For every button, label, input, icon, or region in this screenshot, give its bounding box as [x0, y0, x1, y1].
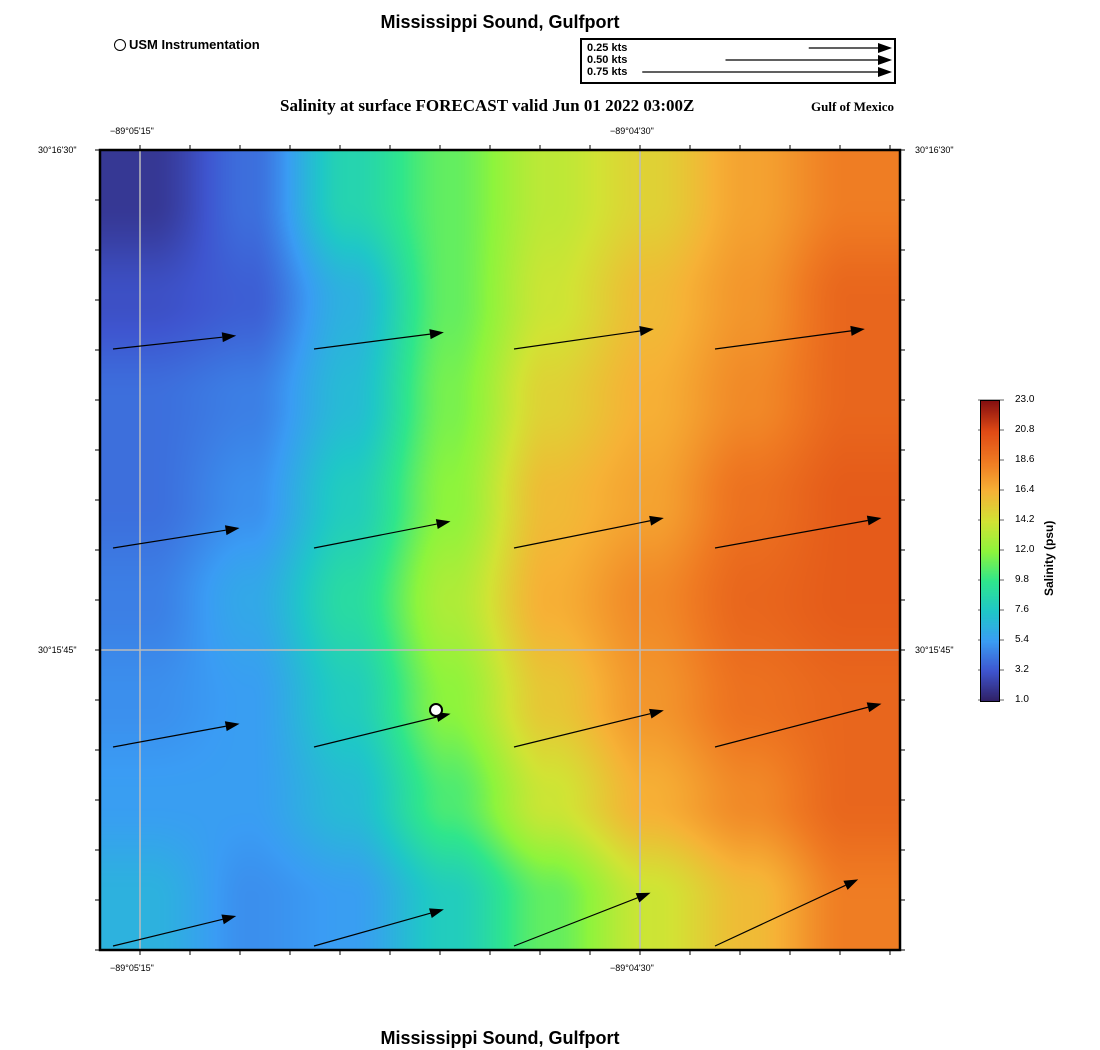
- y-tick-label: 30°16'30": [38, 145, 77, 155]
- colorbar-tick-label: 1.0: [1015, 694, 1029, 705]
- current-vector-arrow: [513, 713, 651, 748]
- colorbar-tick-label: 7.6: [1015, 604, 1029, 615]
- salinity-field: [100, 150, 900, 950]
- colorbar-tick-label: 12.0: [1015, 544, 1035, 555]
- current-vector-arrow: [714, 519, 868, 549]
- vector-legend-label: 0.25 kts: [587, 42, 628, 54]
- current-vector-arrow: [866, 702, 882, 713]
- vector-legend: 0.25 kts 0.50 kts 0.75 kts: [580, 38, 896, 84]
- colorbar-title: Salinity (psu): [1042, 520, 1056, 596]
- station-legend-label: USM Instrumentation: [129, 37, 260, 52]
- current-vector-arrow: [714, 706, 869, 748]
- current-vector-arrow: [714, 330, 852, 350]
- colorbar: [980, 400, 1000, 702]
- map-frame: [98, 148, 902, 952]
- current-vector-arrow: [224, 525, 240, 536]
- vector-legend-label: 0.50 kts: [587, 54, 628, 66]
- x-tick-label: −89°05'15": [110, 963, 154, 973]
- current-vector-arrow: [313, 333, 431, 350]
- vector-legend-arrows: [642, 43, 892, 77]
- colorbar-tick-label: 14.2: [1015, 514, 1035, 525]
- colorbar-tick-label: 23.0: [1015, 394, 1035, 405]
- current-vector-arrow: [112, 725, 226, 748]
- current-vector-arrow: [224, 721, 240, 732]
- x-tick-label: −89°05'15": [110, 126, 154, 136]
- colorbar-tick-label: 9.8: [1015, 574, 1029, 585]
- current-vector-arrow: [850, 325, 865, 336]
- current-vector-arrow: [313, 912, 431, 947]
- current-vector-arrow: [112, 918, 223, 947]
- vector-legend-label: 0.75 kts: [587, 66, 628, 78]
- current-vector-arrow: [429, 329, 444, 340]
- legend-arrow: [878, 43, 892, 53]
- current-vector-arrow: [635, 892, 651, 903]
- current-vector-arrow: [513, 897, 638, 947]
- current-vector-arrow: [649, 708, 664, 719]
- colorbar-tick-label: 16.4: [1015, 484, 1035, 495]
- colorbar-tick-label: 20.8: [1015, 424, 1035, 435]
- region-label: Gulf of Mexico: [811, 99, 895, 114]
- current-vector-arrow: [513, 520, 651, 549]
- current-vector-arrow: [313, 523, 437, 549]
- y-tick-label: 30°15'45": [38, 645, 77, 655]
- forecast-subtitle: Salinity at surface FORECAST valid Jun 0…: [280, 96, 695, 115]
- current-vector-arrow: [866, 515, 882, 526]
- x-tick-label: −89°04'30": [610, 126, 654, 136]
- colorbar-tick-label: 5.4: [1015, 634, 1029, 645]
- legend-arrow: [878, 55, 892, 65]
- current-vector-arrow: [639, 326, 654, 336]
- map-title: Mississippi Sound, Gulfport: [380, 12, 620, 32]
- station-marker: [429, 703, 443, 717]
- colorbar-tick-label: 3.2: [1015, 664, 1029, 675]
- station-legend: USM Instrumentation: [114, 37, 260, 52]
- legend-arrow: [878, 67, 892, 77]
- current-vector-arrow: [714, 884, 846, 947]
- current-vector-arrow: [112, 529, 226, 549]
- current-vector-arrow: [435, 519, 451, 529]
- current-vector-arrow: [843, 879, 859, 890]
- y-tick-label: 30°16'30": [915, 145, 954, 155]
- station-circle-icon: [114, 38, 126, 51]
- current-vector-arrow: [221, 332, 237, 343]
- current-vector-arrow: [649, 515, 664, 526]
- y-tick-label: 30°15'45": [915, 645, 954, 655]
- current-vector-arrow: [313, 716, 438, 748]
- current-vector-arrow: [112, 336, 223, 350]
- colorbar-tick-label: 18.6: [1015, 454, 1035, 465]
- current-vector-arrow: [429, 908, 444, 918]
- x-tick-label: −89°04'30": [610, 963, 654, 973]
- current-vector-arrow: [221, 914, 237, 925]
- footer-title: Mississippi Sound, Gulfport: [380, 1028, 620, 1048]
- current-vector-arrow: [513, 330, 641, 350]
